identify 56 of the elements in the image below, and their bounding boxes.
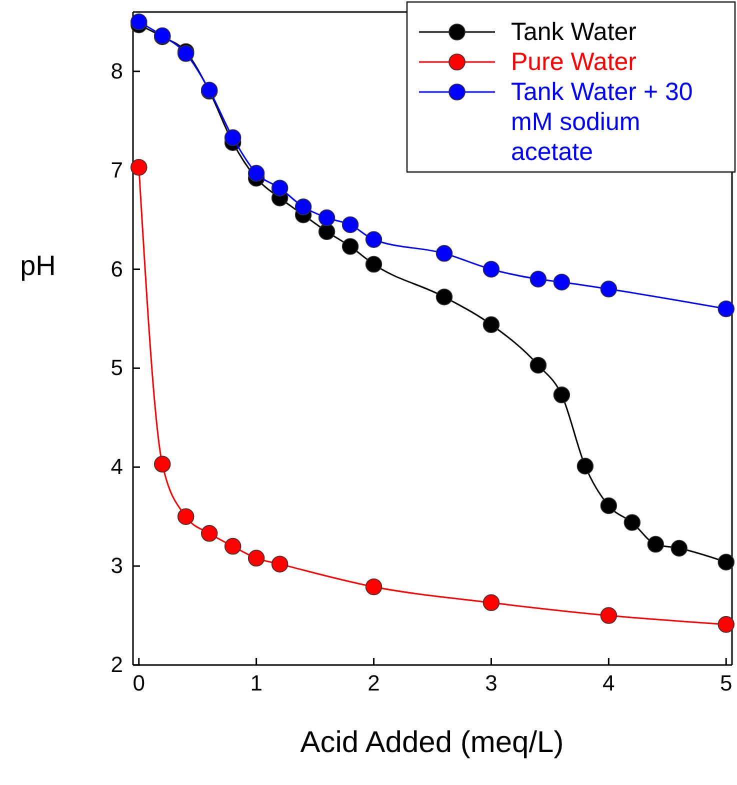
point	[718, 300, 735, 318]
point	[318, 223, 336, 240]
point	[224, 129, 242, 146]
y-axis-title: pH	[20, 250, 56, 281]
point	[342, 216, 359, 234]
y-tick-label: 8	[110, 58, 123, 84]
point	[365, 256, 382, 273]
point	[670, 540, 688, 557]
point	[130, 158, 148, 176]
point	[365, 578, 382, 596]
point	[553, 274, 570, 290]
point	[600, 607, 618, 624]
point	[294, 198, 312, 216]
x-tick-label: 3	[485, 670, 498, 696]
x-tick-label: 5	[720, 670, 732, 696]
point	[647, 536, 664, 553]
point	[200, 525, 218, 542]
point	[482, 316, 500, 334]
point	[248, 550, 265, 567]
point	[154, 456, 171, 473]
point	[600, 280, 618, 298]
point	[177, 508, 194, 525]
point	[482, 260, 500, 278]
legend-label: Tank Water	[511, 18, 637, 46]
y-tick-label: 3	[110, 553, 123, 578]
x-tick-label: 4	[602, 670, 615, 696]
point	[718, 554, 735, 570]
point	[271, 556, 288, 572]
legend-label: Pure Water	[511, 48, 637, 76]
x-tick-label: 1	[250, 670, 262, 696]
x-axis-title: Acid Added (meq/L)	[300, 726, 564, 759]
point	[365, 231, 382, 248]
y-tick-label: 4	[110, 454, 123, 480]
point	[718, 616, 735, 633]
point	[530, 270, 547, 288]
point	[248, 164, 265, 182]
point	[342, 238, 359, 255]
point	[624, 514, 641, 531]
x-tick-label: 0	[132, 670, 145, 696]
y-tick-label: 5	[110, 355, 123, 380]
y-tick-label: 2	[110, 652, 123, 678]
point	[482, 594, 500, 612]
point	[600, 497, 618, 514]
y-tick-label: 7	[110, 157, 123, 182]
point	[224, 538, 242, 555]
point	[130, 14, 148, 30]
legend-label: Tank Water + 30 mM sodium acetate	[511, 78, 693, 166]
point	[271, 180, 288, 196]
point	[436, 245, 453, 262]
point	[576, 458, 594, 474]
point	[436, 288, 453, 306]
point	[318, 209, 336, 226]
point	[530, 356, 547, 374]
y-tick-label: 6	[110, 256, 123, 282]
x-tick-label: 2	[368, 670, 380, 696]
point	[553, 386, 570, 404]
